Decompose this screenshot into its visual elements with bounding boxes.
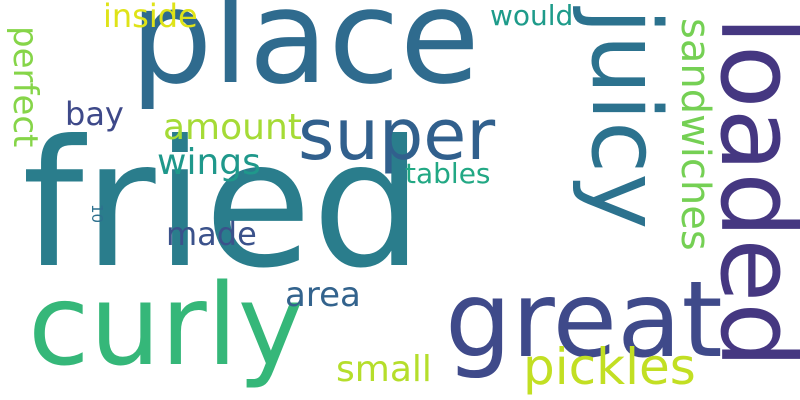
word-curly: curly — [28, 261, 305, 391]
word-would: would — [490, 0, 574, 32]
word-area: area — [285, 275, 361, 315]
word-small: small — [336, 349, 432, 390]
word-wings: wings — [157, 142, 261, 183]
word-inside: inside — [103, 0, 198, 35]
word-perfect: perfect — [5, 26, 45, 148]
word-pickles: pickles — [523, 338, 696, 396]
word-made: made — [166, 215, 257, 253]
word-place: place — [130, 0, 480, 113]
word-sandwiches: sandwiches — [672, 18, 718, 251]
word-tables: tables — [405, 157, 491, 190]
word-loaded: loaded — [697, 16, 800, 369]
word-amount: amount — [163, 107, 302, 148]
word-fried: fried — [22, 104, 423, 307]
word-juicy: juicy — [570, 8, 680, 230]
word-ten: 10 — [88, 204, 106, 224]
word-great: great — [445, 259, 723, 381]
word-bay: bay — [65, 95, 124, 133]
word-super: super — [298, 94, 496, 176]
